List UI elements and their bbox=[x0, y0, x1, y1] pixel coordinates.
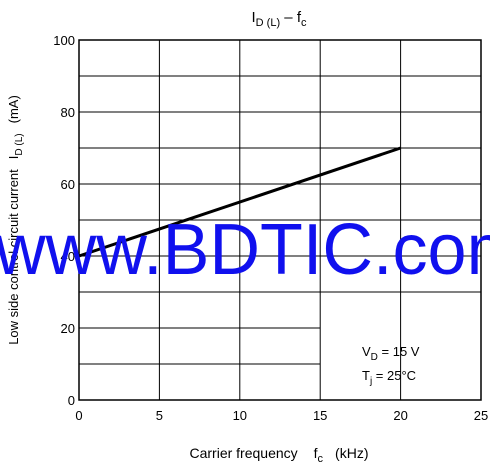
annotation-vd: VD = 15 V bbox=[362, 344, 420, 363]
y-tick-label: 20 bbox=[61, 321, 75, 336]
y-tick-label: 60 bbox=[61, 177, 75, 192]
chart-title: ID (L) – fc bbox=[252, 9, 307, 29]
plot-area-frame bbox=[78, 39, 482, 401]
annotation-tj: Tj = 25°C bbox=[362, 368, 416, 387]
x-axis-label: Carrier frequency fc (kHz) bbox=[190, 445, 369, 465]
y-tick-label: 0 bbox=[68, 393, 75, 408]
x-tick-label: 0 bbox=[75, 408, 82, 423]
horizontal-sub-grid bbox=[79, 75, 481, 365]
x-tick-label: 10 bbox=[233, 408, 247, 423]
watermark: www.BDTIC.com bbox=[0, 210, 490, 290]
y-tick-label: 40 bbox=[61, 249, 75, 264]
axis-ticks: 0 5 10 15 20 25 0 20 40 60 80 100 bbox=[53, 33, 488, 423]
series-line bbox=[78, 146, 402, 258]
x-tick-label: 5 bbox=[156, 408, 163, 423]
x-tick-label: 25 bbox=[474, 408, 488, 423]
y-tick-label: 80 bbox=[61, 105, 75, 120]
x-tick-label: 15 bbox=[313, 408, 327, 423]
series bbox=[78, 146, 402, 258]
x-tick-label: 20 bbox=[393, 408, 407, 423]
y-tick-label: 100 bbox=[53, 33, 75, 48]
condition-annotation: VD = 15 V Tj = 25°C bbox=[362, 344, 420, 387]
y-axis-label: Low side control circuit currentID (L)(m… bbox=[6, 95, 25, 345]
